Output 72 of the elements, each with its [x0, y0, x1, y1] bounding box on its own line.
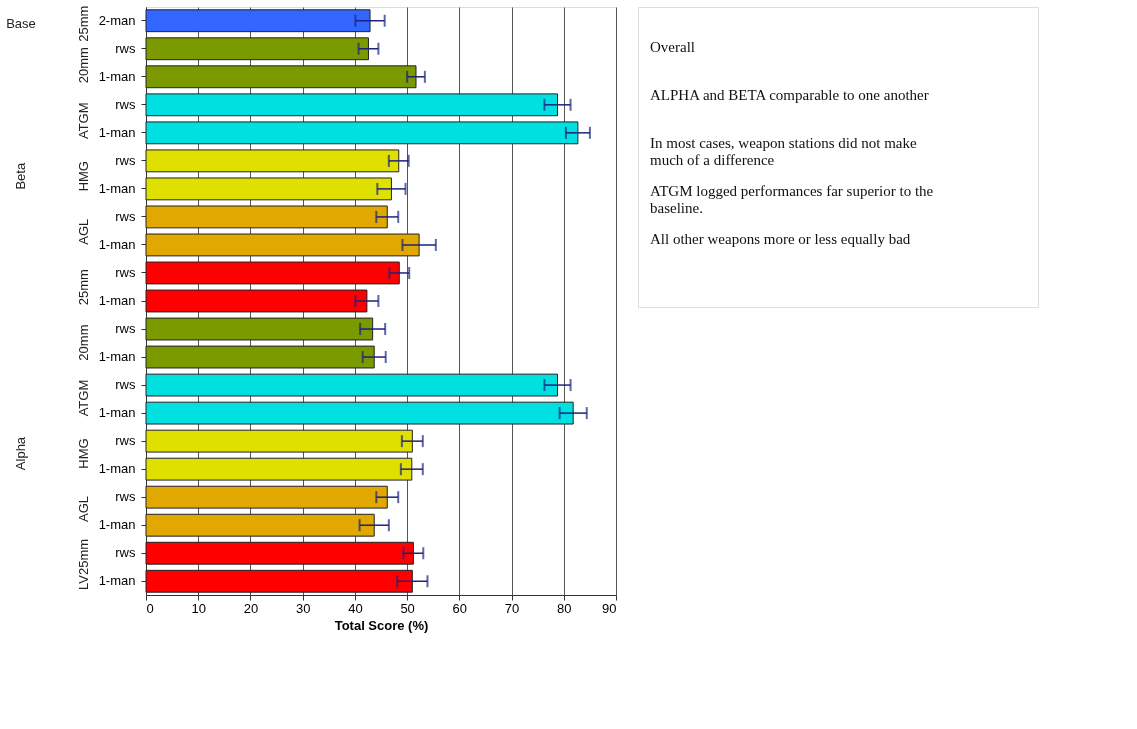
bar [145, 177, 392, 201]
text: ATGM logged performances far superior to the baseline. [650, 183, 934, 216]
y-tick-label: 1-man [98, 180, 136, 196]
x-tick-label: 30 [295, 600, 311, 616]
text: 25mm [76, 269, 91, 306]
text: AGL [76, 495, 91, 523]
text: ALPHA and BETA comparable to one another [650, 87, 929, 103]
text: Alpha [13, 436, 28, 471]
text: ATGM [76, 102, 91, 140]
bar [145, 373, 559, 397]
bar [145, 317, 374, 341]
y-tick-label: 1-man [98, 236, 136, 252]
bar [145, 233, 420, 257]
x-tick-label: 70 [504, 600, 520, 616]
bar [145, 289, 368, 313]
y-tick-label: 2-man [98, 12, 136, 28]
y-tick-label: rws [115, 264, 136, 280]
y-tick-label: rws [115, 377, 136, 393]
text: LV25mm [76, 538, 91, 590]
x-tick-label: 60 [452, 600, 468, 616]
y-tick-label: rws [115, 208, 136, 224]
y-tick-label: rws [115, 545, 136, 561]
text: Overall [650, 39, 695, 55]
text: In most cases, weapon stations did not make much of a difference [650, 135, 917, 168]
text: 25mm [76, 5, 91, 42]
text: All other weapons more or less equally bad [650, 231, 911, 247]
bar [145, 513, 375, 537]
bar [145, 65, 417, 89]
text: HMG [76, 161, 91, 192]
text: AGL [76, 218, 91, 245]
text: HMG [76, 438, 91, 469]
text: Beta [13, 162, 28, 190]
y-tick-label: rws [115, 489, 136, 505]
text: Base [6, 15, 36, 31]
bar [145, 401, 574, 425]
y-tick-label: 1-man [98, 461, 136, 477]
x-tick-label: 50 [400, 600, 415, 616]
x-tick-label: 10 [191, 600, 206, 616]
y-tick-label: 1-man [98, 293, 136, 308]
x-tick-label: 40 [348, 600, 363, 616]
y-tick-label: 1-man [98, 573, 136, 589]
bar [145, 205, 388, 229]
y-tick-label: rws [115, 96, 136, 112]
bar [145, 149, 400, 173]
text: ATGM [76, 379, 91, 417]
bar [145, 541, 414, 565]
x-tick-label: 20 [243, 600, 259, 616]
y-tick-label: 1-man [98, 517, 136, 533]
x-tick-label: 80 [557, 600, 572, 616]
y-tick-label: rws [115, 152, 136, 168]
bar [145, 429, 413, 453]
x-axis-title: Total Score (%) [334, 617, 429, 633]
bar [145, 457, 413, 481]
y-tick-label: 1-man [98, 405, 136, 421]
bar [145, 569, 413, 593]
x-tick-label: 0 [146, 600, 154, 616]
y-tick-label: 1-man [98, 349, 136, 365]
bar [145, 261, 400, 285]
y-tick-label: rws [115, 321, 136, 337]
bar [145, 93, 559, 117]
text: 20mm [76, 324, 91, 361]
x-tick-label: 90 [602, 600, 617, 616]
y-tick-label: 1-man [98, 124, 136, 140]
bar [145, 485, 388, 509]
text: 20mm [76, 47, 91, 84]
bar [145, 121, 579, 145]
bar [145, 345, 375, 369]
y-tick-label: rws [115, 40, 136, 56]
bar [145, 37, 369, 61]
y-tick-label: 1-man [98, 68, 136, 84]
bar [145, 9, 371, 33]
y-tick-label: rws [115, 433, 136, 449]
